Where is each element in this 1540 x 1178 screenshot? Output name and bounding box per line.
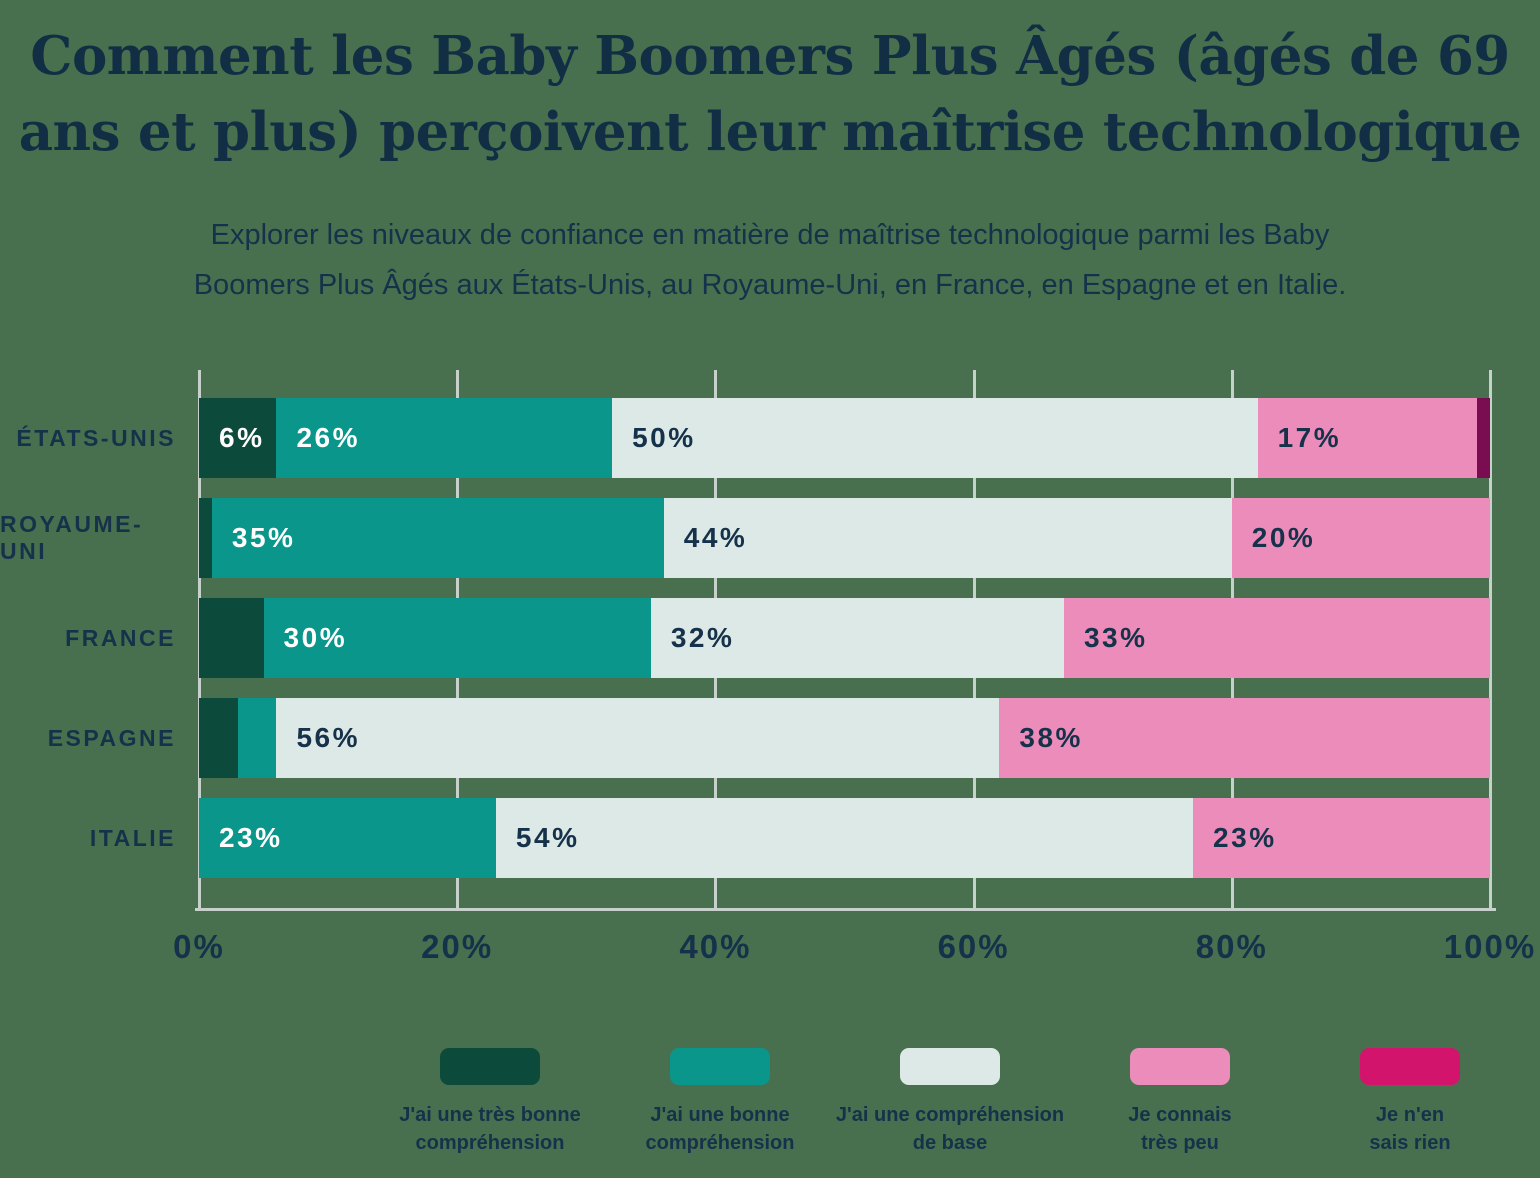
gridline bbox=[1489, 370, 1492, 910]
bar-segment: 30% bbox=[263, 598, 651, 678]
legend-label: J'ai une bonne compréhension bbox=[645, 1104, 795, 1154]
bar-segment-value-label: 50% bbox=[632, 422, 696, 453]
category-label: ÉTATS-UNIS bbox=[16, 424, 176, 451]
chart-subtitle-line1: Explorer les niveaux de confiance en mat… bbox=[210, 219, 1330, 251]
bar-segment-value-label: 35% bbox=[231, 522, 296, 553]
legend-item: J'ai une très bonne compréhension bbox=[375, 1048, 605, 1157]
bar-segment-value-label: 17% bbox=[1277, 422, 1342, 453]
legend-label: Je n'en sais rien bbox=[1369, 1104, 1451, 1154]
legend-swatch bbox=[900, 1048, 1000, 1085]
legend-swatch bbox=[670, 1048, 770, 1085]
bar-segment-value-label: 30% bbox=[283, 622, 348, 653]
bar-segment: 26% bbox=[276, 398, 613, 478]
bar-segment: 32% bbox=[650, 598, 1064, 678]
bar-segment bbox=[1477, 398, 1490, 478]
bar-segment: 50% bbox=[612, 398, 1258, 478]
x-axis-tick-label: 100% bbox=[1443, 928, 1537, 965]
category-label: ESPAGNE bbox=[47, 724, 176, 751]
bar-segment: 20% bbox=[1231, 498, 1490, 578]
x-axis-tick-label: 80% bbox=[1195, 928, 1268, 965]
bar-segment: 56% bbox=[276, 698, 1000, 778]
category-label: ROYAUME-UNI bbox=[0, 511, 144, 564]
bar-segment-value-label: 6% bbox=[219, 422, 265, 453]
legend-item: Je connais très peu bbox=[1065, 1048, 1295, 1157]
bar-segment: 54% bbox=[495, 798, 1194, 878]
x-axis-tick-label: 20% bbox=[421, 928, 494, 965]
bar-segment: 23% bbox=[1193, 798, 1490, 878]
legend-swatch bbox=[440, 1048, 540, 1085]
bar-segment bbox=[199, 598, 264, 678]
chart-title-line2: ans et plus) perçoivent leur maîtrise te… bbox=[18, 101, 1522, 163]
x-axis-tick-label: 0% bbox=[173, 928, 225, 965]
chart-title-line1: Comment les Baby Boomers Plus Âgés (âgés… bbox=[30, 25, 1510, 87]
bar-segment bbox=[199, 698, 238, 778]
bar-segment-value-label: 26% bbox=[296, 422, 360, 453]
bar-segment: 6% bbox=[199, 398, 277, 478]
bar-segment: 17% bbox=[1257, 398, 1478, 478]
bar-row: 6% 26% 50% 17% bbox=[199, 398, 1490, 478]
legend-label: J'ai une très bonne compréhension bbox=[399, 1104, 581, 1154]
legend-swatch bbox=[1360, 1048, 1460, 1085]
legend-label: Je connais très peu bbox=[1128, 1104, 1232, 1154]
bar-segment-value-label: 38% bbox=[1019, 722, 1083, 753]
bar-segment-value-label: 20% bbox=[1251, 522, 1316, 553]
bar-segment bbox=[199, 498, 212, 578]
x-axis-tick-label: 60% bbox=[937, 928, 1010, 965]
legend-item: J'ai une compréhension de base bbox=[835, 1048, 1065, 1157]
legend-item: J'ai une bonne compréhension bbox=[605, 1048, 835, 1157]
bar-segment-value-label: 23% bbox=[219, 822, 283, 853]
legend-item: Je n'en sais rien bbox=[1295, 1048, 1525, 1157]
chart-title: Comment les Baby Boomers Plus Âgés (âgés… bbox=[0, 18, 1540, 170]
legend: J'ai une très bonne compréhension J'ai un… bbox=[375, 1048, 1525, 1157]
bar-segment-value-label: 33% bbox=[1083, 622, 1148, 653]
bar-segment: 33% bbox=[1063, 598, 1490, 678]
chart-subtitle-line2: Boomers Plus Âgés aux États-Unis, au Roy… bbox=[193, 269, 1347, 301]
bar-segment: 35% bbox=[211, 498, 664, 578]
x-axis-line bbox=[195, 908, 1496, 911]
plot-area: 6% 26% 50% 17% 35% 44% 20% 30% 32% 33% 56% 38% 23% 54… bbox=[198, 370, 1492, 910]
chart-subtitle: Explorer les niveaux de confiance en mat… bbox=[70, 210, 1470, 310]
x-axis-tick-label: 40% bbox=[679, 928, 752, 965]
legend-label: J'ai une compréhension de base bbox=[835, 1104, 1065, 1154]
bar-row: 56% 38% bbox=[199, 698, 1490, 778]
bar-segment-value-label: 32% bbox=[670, 622, 735, 653]
legend-swatch bbox=[1130, 1048, 1230, 1085]
bar-segment-value-label: 54% bbox=[515, 822, 580, 853]
bar-row: 35% 44% 20% bbox=[199, 498, 1490, 578]
bar-segment-value-label: 23% bbox=[1213, 822, 1277, 853]
bar-segment: 44% bbox=[663, 498, 1232, 578]
category-label: ITALIE bbox=[89, 824, 176, 851]
bar-row: 30% 32% 33% bbox=[199, 598, 1490, 678]
bar-segment-value-label: 56% bbox=[296, 722, 360, 753]
bar-segment bbox=[237, 698, 277, 778]
bar-row: 23% 54% 23% bbox=[199, 798, 1490, 878]
bar-segment: 23% bbox=[199, 798, 496, 878]
bar-segment-value-label: 44% bbox=[683, 522, 748, 553]
bar-segment: 38% bbox=[999, 698, 1490, 778]
category-label: FRANCE bbox=[65, 624, 176, 651]
